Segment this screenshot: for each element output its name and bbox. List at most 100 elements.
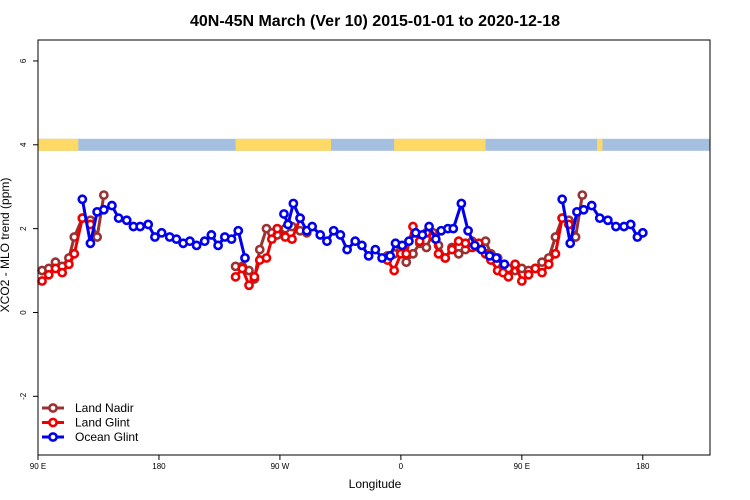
data-point — [249, 271, 260, 282]
data-point — [377, 253, 387, 263]
y-tick-label: 0 — [19, 310, 28, 315]
data-point — [98, 190, 109, 201]
data-point — [143, 219, 154, 230]
data-point — [287, 234, 297, 245]
data-point — [69, 248, 80, 259]
data-point — [523, 269, 534, 280]
data-point — [213, 240, 223, 251]
land-band — [235, 138, 331, 151]
y-axis-label: XCO2 - MLO trend (ppm) — [0, 178, 12, 313]
data-point — [577, 190, 588, 201]
x-axis-label: Longitude — [349, 477, 402, 491]
y-tick-label: 6 — [19, 58, 28, 63]
data-point — [64, 259, 74, 270]
data-point — [537, 267, 547, 278]
data-point — [594, 213, 605, 224]
data-point — [637, 227, 648, 238]
data-point — [370, 244, 381, 255]
data-point — [226, 234, 237, 245]
data-point — [625, 219, 636, 230]
data-point — [401, 257, 412, 268]
data-point — [453, 248, 464, 259]
data-point — [279, 209, 289, 219]
data-point — [184, 236, 195, 247]
data-point — [266, 234, 277, 245]
data-point — [516, 276, 527, 286]
data-point — [135, 221, 146, 232]
data-point — [171, 234, 182, 245]
data-point — [121, 215, 132, 226]
y-tick-label: -2 — [19, 392, 28, 400]
data-point — [424, 221, 435, 232]
data-point — [389, 265, 400, 276]
data-point — [357, 240, 367, 251]
data-point — [288, 198, 299, 209]
data-point — [440, 253, 451, 263]
x-tick-label: 0 — [399, 462, 404, 471]
data-point — [397, 240, 408, 251]
data-point — [611, 221, 621, 232]
data-point — [50, 263, 61, 274]
x-tick-label: 180 — [152, 462, 166, 471]
land-band — [38, 138, 79, 151]
data-point — [233, 225, 244, 236]
data-point — [244, 280, 254, 291]
data-point — [565, 238, 576, 249]
data-point — [463, 225, 473, 236]
data-point — [363, 250, 374, 261]
x-tick-label: 90 E — [514, 462, 530, 471]
data-point — [476, 244, 487, 255]
data-point — [37, 276, 47, 286]
data-point — [499, 259, 510, 270]
land-band — [597, 138, 603, 151]
data-point — [254, 244, 265, 255]
plot-frame — [37, 39, 711, 456]
data-point — [85, 238, 96, 249]
y-axis: -2 0 2 4 6 — [19, 58, 38, 400]
x-tick-label: 90 E — [30, 462, 46, 471]
data-point — [550, 248, 561, 259]
data-point — [98, 204, 109, 215]
legend-marker — [48, 417, 58, 428]
data-point — [206, 230, 217, 240]
data-point — [385, 250, 396, 261]
data-point — [107, 200, 117, 211]
data-point — [230, 271, 241, 282]
data-point — [530, 263, 541, 274]
data-point — [602, 215, 613, 226]
data-point — [328, 225, 339, 236]
data-point — [460, 238, 471, 249]
legend-item: Land Nadir — [42, 401, 134, 415]
data-point — [469, 240, 480, 251]
data-point — [456, 198, 467, 209]
data-point — [586, 200, 597, 211]
data-point — [350, 236, 361, 247]
data-point — [307, 221, 318, 232]
data-point — [557, 194, 568, 205]
legend-marker — [48, 432, 58, 442]
data-point — [401, 248, 412, 259]
data-point — [322, 236, 332, 247]
series-layer — [37, 190, 648, 291]
data-point — [491, 253, 502, 263]
legend-marker — [48, 403, 58, 413]
legend-item: Ocean Glint — [42, 430, 139, 444]
y-tick-label: 2 — [19, 226, 28, 231]
data-point — [237, 263, 248, 274]
legend-label: Ocean Glint — [75, 430, 139, 444]
data-point — [92, 232, 103, 242]
data-point — [421, 242, 432, 253]
legend-item: Land Glint — [42, 416, 130, 430]
chart-title: 40N-45N March (Ver 10) 2015-01-01 to 202… — [190, 13, 560, 30]
x-axis: 90 E 180 90 W 0 90 E 180 — [30, 455, 650, 471]
legend-label: Land Nadir — [75, 401, 134, 415]
data-point — [191, 240, 202, 251]
data-point — [315, 230, 326, 240]
data-point — [510, 259, 521, 270]
data-point — [43, 269, 54, 280]
legend-label: Land Glint — [75, 416, 130, 430]
data-point — [283, 219, 293, 230]
data-point — [113, 213, 124, 224]
